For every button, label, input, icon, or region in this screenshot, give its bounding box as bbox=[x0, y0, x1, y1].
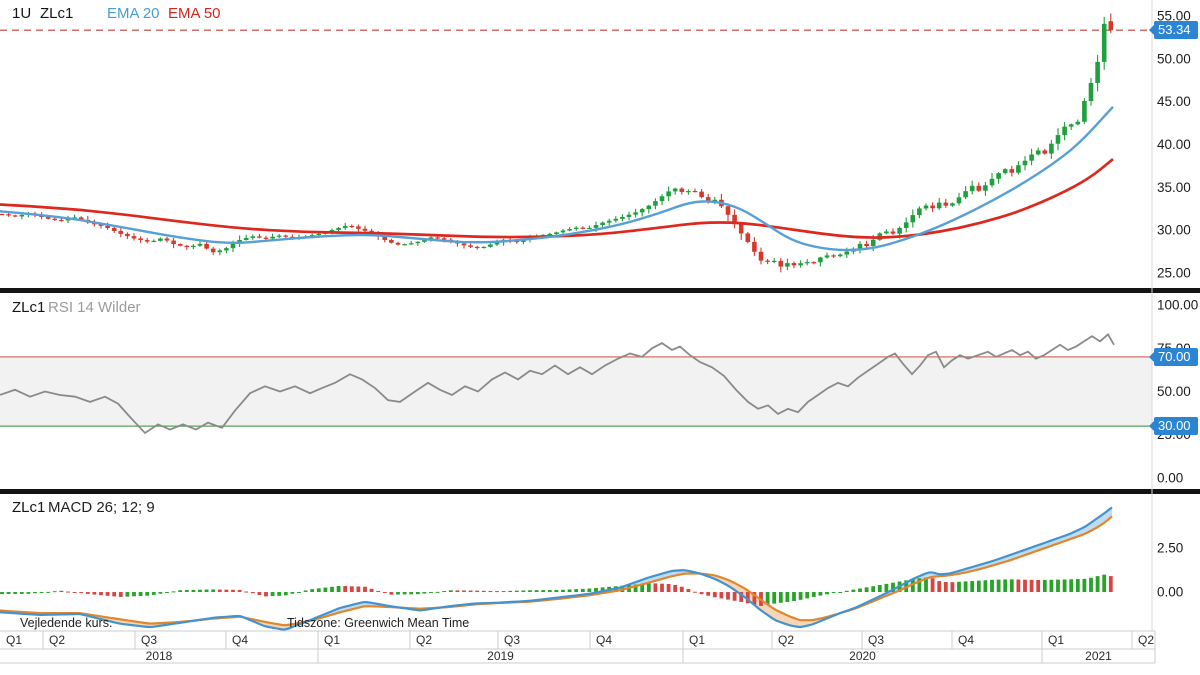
rsi-symbol-label: ZLc1 bbox=[12, 299, 46, 316]
year-label: 2021 bbox=[1085, 649, 1112, 663]
svg-text:0.00: 0.00 bbox=[1157, 470, 1183, 485]
svg-text:25.00: 25.00 bbox=[1157, 266, 1191, 281]
macd-signal-line bbox=[0, 515, 1113, 627]
svg-text:50.00: 50.00 bbox=[1157, 384, 1191, 399]
rsi-upper-badge: 70.00 bbox=[1149, 348, 1198, 366]
macd-line bbox=[0, 506, 1113, 631]
svg-text:35.00: 35.00 bbox=[1157, 180, 1191, 195]
macd-axis-labels: 2.50 0.00 bbox=[1157, 541, 1183, 600]
macd-fill bbox=[0, 507, 1112, 630]
ema50-legend[interactable]: EMA 50 bbox=[168, 5, 221, 22]
ema50-line bbox=[0, 158, 1114, 239]
svg-text:45.00: 45.00 bbox=[1157, 94, 1191, 109]
quarter-label: Q4 bbox=[958, 633, 974, 647]
quarter-label: Q4 bbox=[596, 633, 612, 647]
rsi-line bbox=[0, 333, 1115, 435]
timezone-note: Tidszone: Greenwich Mean Time bbox=[287, 616, 470, 630]
svg-text:0.00: 0.00 bbox=[1157, 585, 1183, 600]
macd-histogram bbox=[0, 574, 1113, 606]
timeframe-label[interactable]: 1U bbox=[12, 5, 32, 22]
candlestick-layer bbox=[0, 13, 1114, 273]
macd-indicator-label[interactable]: MACD 26; 12; 9 bbox=[48, 499, 155, 516]
quarter-label: Q1 bbox=[324, 633, 340, 647]
year-label: 2020 bbox=[849, 649, 876, 663]
quarter-label: Q3 bbox=[504, 633, 520, 647]
quarter-label: Q4 bbox=[232, 633, 248, 647]
symbol-label: ZLc1 bbox=[40, 5, 74, 22]
year-label: 2018 bbox=[146, 649, 173, 663]
svg-text:2.50: 2.50 bbox=[1157, 541, 1183, 556]
rsi-indicator-label[interactable]: RSI 14 Wilder bbox=[48, 299, 141, 316]
svg-text:30.00: 30.00 bbox=[1157, 223, 1191, 238]
panel-separator bbox=[0, 489, 1200, 494]
ema20-line bbox=[0, 106, 1114, 252]
time-axis[interactable]: Q1 Q2 Q3 Q4 Q1 Q2 Q3 Q4 Q1 Q2 Q3 Q4 Q1 Q2 2018 2019 2020… bbox=[0, 630, 1156, 664]
macd-symbol-label: ZLc1 bbox=[12, 499, 46, 516]
svg-text:100.00: 100.00 bbox=[1157, 298, 1198, 313]
price-axis-labels: 55.00 50.00 45.00 40.00 35.00 30.00 25.00 bbox=[1157, 9, 1191, 281]
quarter-label: Q3 bbox=[868, 633, 884, 647]
quarter-label: Q1 bbox=[689, 633, 705, 647]
last-price-badge: 53.34 bbox=[1149, 21, 1198, 39]
quarter-label: Q2 bbox=[49, 633, 65, 647]
indicative-price-note: Vejledende kurs. bbox=[20, 616, 113, 630]
quarter-label: Q2 bbox=[778, 633, 794, 647]
svg-text:50.00: 50.00 bbox=[1157, 51, 1191, 66]
quarter-label: Q1 bbox=[1048, 633, 1064, 647]
quarter-label: Q3 bbox=[141, 633, 157, 647]
rsi-lower-badge: 30.00 bbox=[1149, 417, 1198, 435]
ema20-legend[interactable]: EMA 20 bbox=[107, 5, 160, 22]
quarter-label: Q2 bbox=[416, 633, 432, 647]
year-label: 2019 bbox=[487, 649, 514, 663]
quarter-label: Q1 bbox=[6, 633, 22, 647]
svg-text:55.00: 55.00 bbox=[1157, 9, 1191, 24]
panel-separator bbox=[0, 288, 1200, 293]
quarter-label: Q2 bbox=[1138, 633, 1154, 647]
rsi-band bbox=[0, 356, 1152, 427]
svg-text:40.00: 40.00 bbox=[1157, 137, 1191, 152]
